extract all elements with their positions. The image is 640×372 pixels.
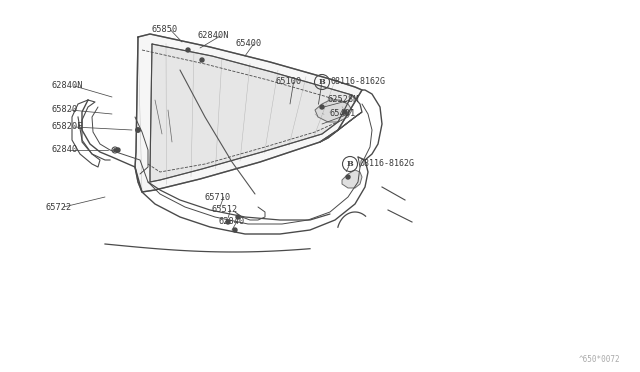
Circle shape [136,128,140,132]
Text: 62840: 62840 [218,218,244,227]
Text: 65722: 65722 [45,202,71,212]
Text: 65100: 65100 [275,77,301,87]
Text: 62840N: 62840N [52,81,83,90]
Text: 62840: 62840 [52,145,78,154]
Text: 65850: 65850 [152,26,179,35]
Circle shape [346,175,350,179]
Text: 62840N: 62840N [198,32,230,41]
Circle shape [343,110,347,114]
Circle shape [320,105,324,109]
Text: 08116-8162G: 08116-8162G [331,77,386,87]
Text: 65820: 65820 [52,106,78,115]
Text: B: B [319,78,325,86]
Text: 65710: 65710 [205,192,231,202]
Text: B: B [347,160,353,168]
Text: 65400: 65400 [235,39,261,48]
Text: 62528M: 62528M [328,96,360,105]
Circle shape [186,48,190,52]
Circle shape [137,129,139,131]
Circle shape [226,220,230,224]
Text: 65820E: 65820E [52,122,83,131]
Polygon shape [315,100,352,122]
Text: 08116-8162G: 08116-8162G [359,160,414,169]
Polygon shape [320,112,362,142]
Polygon shape [342,170,362,188]
Text: 65512: 65512 [212,205,238,215]
Circle shape [116,148,120,152]
Polygon shape [150,44,352,182]
Text: ^650*0072: ^650*0072 [579,355,620,364]
Circle shape [236,215,240,219]
Circle shape [233,228,237,232]
Polygon shape [135,34,362,192]
Circle shape [200,58,204,62]
Circle shape [114,149,116,151]
Text: 65401: 65401 [330,109,356,119]
